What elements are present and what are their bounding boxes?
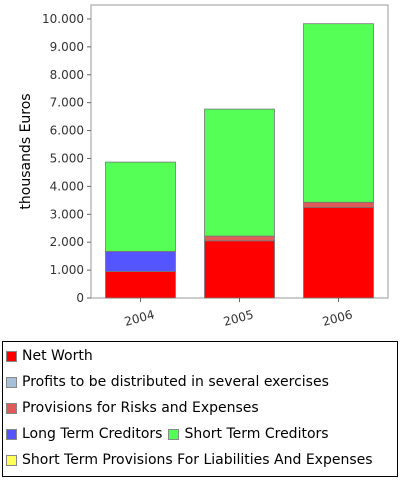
- legend-row: Long Term Creditors Short Term Creditors: [6, 426, 335, 444]
- legend-item: Long Term Creditors: [6, 426, 162, 442]
- legend-swatch: [6, 376, 17, 388]
- x-tick-label: 2004: [123, 307, 156, 328]
- bar-segment: [204, 240, 275, 299]
- x-tick-label: 2005: [222, 307, 255, 328]
- legend-swatch: [168, 428, 180, 440]
- y-tick-label: 3.000: [50, 207, 84, 221]
- y-tick-label: 5.000: [50, 151, 84, 165]
- y-tick-label: 10.000: [42, 12, 84, 26]
- legend-item: Profits to be distributed in several exe…: [6, 374, 329, 390]
- legend-label: Short Term Creditors: [184, 426, 329, 442]
- legend-row: Provisions for Risks and Expenses: [6, 400, 265, 418]
- bar-segment: [303, 206, 374, 299]
- legend-label: Net Worth: [22, 348, 93, 364]
- legend-label: Short Term Provisions For Liabilities An…: [22, 452, 373, 468]
- legend-item: Provisions for Risks and Expenses: [6, 400, 259, 416]
- y-tick-label: 4.000: [50, 179, 84, 193]
- legend-item: Short Term Creditors: [168, 426, 329, 442]
- legend-item: Short Term Provisions For Liabilities An…: [6, 452, 373, 468]
- legend: Net Worth Profits to be distributed in se…: [2, 341, 398, 477]
- bar-segment: [204, 235, 275, 242]
- y-tick-label: 0: [76, 291, 84, 305]
- legend-swatch: [6, 402, 17, 414]
- y-axis-title: thousands Euros: [18, 93, 34, 209]
- legend-label: Profits to be distributed in several exe…: [22, 374, 329, 390]
- y-tick-label: 9.000: [50, 40, 84, 54]
- legend-swatch: [6, 428, 17, 440]
- bar-segment: [204, 108, 275, 237]
- y-tick-label: 2.000: [50, 235, 84, 249]
- bar-segment: [303, 201, 374, 208]
- bar-segment: [105, 271, 176, 299]
- y-tick-label: 6.000: [50, 124, 84, 138]
- y-tick-label: 1.000: [50, 263, 84, 277]
- y-tick-label: 7.000: [50, 96, 84, 110]
- legend-label: Provisions for Risks and Expenses: [22, 400, 259, 416]
- legend-row: Short Term Provisions For Liabilities An…: [6, 452, 379, 470]
- legend-item: Net Worth: [6, 348, 93, 364]
- bar-segment: [105, 161, 176, 252]
- legend-label: Long Term Creditors: [22, 426, 163, 442]
- y-tick-label: 8.000: [50, 68, 84, 82]
- legend-swatch: [6, 350, 17, 362]
- legend-row: Profits to be distributed in several exe…: [6, 374, 335, 392]
- x-tick-label: 2006: [321, 307, 354, 328]
- bar-segment: [105, 250, 176, 272]
- legend-row: Net Worth: [6, 348, 99, 366]
- legend-swatch: [6, 454, 17, 466]
- chart: 0 1.000 2.000 3.000 4.000 5.000 6.000 7.000 8.00…: [18, 4, 389, 329]
- bar-segment: [303, 23, 374, 203]
